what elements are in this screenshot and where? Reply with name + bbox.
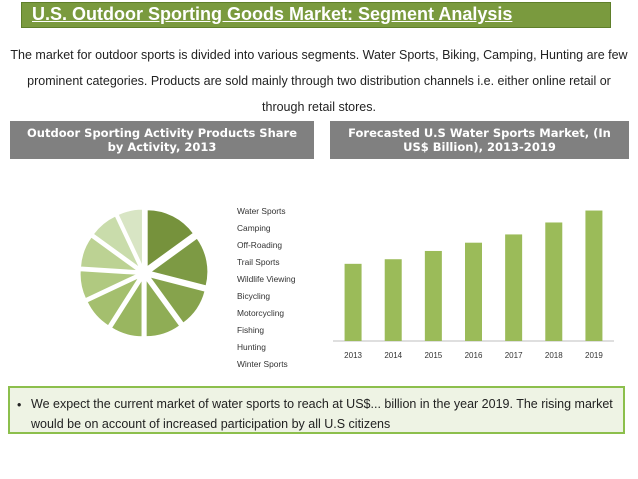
legend-item-hunting: Hunting xyxy=(237,342,266,352)
bar-series xyxy=(344,210,603,341)
pie-panel-heading: Outdoor Sporting Activity Products Share… xyxy=(10,121,314,159)
pie-chart xyxy=(79,208,209,338)
pie-slice-bicycling xyxy=(86,276,141,327)
intro-paragraph: The market for outdoor sports is divided… xyxy=(10,48,628,114)
conclusion-box: • We expect the current market of water … xyxy=(8,386,625,434)
pie-slice-hunting xyxy=(92,215,140,269)
x-tick-2019: 2019 xyxy=(585,351,603,360)
x-tick-2016: 2016 xyxy=(465,351,483,360)
x-tick-2013: 2013 xyxy=(344,351,362,360)
conclusion-text: We expect the current market of water sp… xyxy=(31,397,613,431)
legend-item-bicycling: Bicycling xyxy=(237,291,271,301)
legend-item-trail-sports: Trail Sports xyxy=(237,257,280,267)
pie-panel-heading-text: Outdoor Sporting Activity Products Share… xyxy=(27,126,297,154)
legend-item-wildlife-viewing: Wildlife Viewing xyxy=(237,274,296,284)
pie-slice-motorcycling xyxy=(79,270,138,300)
legend-item-off-roading: Off-Roading xyxy=(237,240,283,250)
bar-2014 xyxy=(384,259,402,341)
x-tick-2017: 2017 xyxy=(505,351,523,360)
legend-item-water-sports: Water Sports xyxy=(237,206,286,216)
bar-2015 xyxy=(424,250,442,341)
bar-2019 xyxy=(585,210,603,341)
x-tick-2018: 2018 xyxy=(545,351,563,360)
pie-slice-wildlife-viewing xyxy=(110,278,143,338)
legend-item-camping: Camping xyxy=(237,223,271,233)
bar-2017 xyxy=(505,234,523,341)
x-tick-2014: 2014 xyxy=(384,351,402,360)
bar-2018 xyxy=(545,222,563,341)
pie-legend: Water Sports Camping Off-Roading Trail Spor… xyxy=(237,206,327,376)
pie-slice-camping xyxy=(149,237,209,287)
bar-panel-heading: Forecasted U.S Water Sports Market, (In … xyxy=(330,121,629,159)
bar-2016 xyxy=(465,242,482,341)
page-title: U.S. Outdoor Sporting Goods Market: Segm… xyxy=(32,4,513,24)
pie-slices xyxy=(79,208,209,338)
pie-slice-water-sports xyxy=(146,209,194,268)
pie-slice-winter-sports xyxy=(117,208,143,267)
bullet-marker: • xyxy=(17,398,22,412)
pie-slice-trail-sports xyxy=(145,278,181,338)
title-bar: U.S. Outdoor Sporting Goods Market: Segm… xyxy=(21,2,611,28)
legend-item-fishing: Fishing xyxy=(237,325,264,335)
pie-slice-off-roading xyxy=(148,276,206,324)
legend-item-motorcycling: Motorcycling xyxy=(237,308,285,318)
bar-chart: 2013 2014 2015 2016 2017 2018 2019 xyxy=(333,210,614,360)
x-tick-2015: 2015 xyxy=(424,351,442,360)
x-tick-labels: 2013 2014 2015 2016 2017 2018 2019 xyxy=(344,351,603,360)
bar-panel-heading-text: Forecasted U.S Water Sports Market, (In … xyxy=(348,126,611,154)
pie-slice-fishing xyxy=(79,236,140,272)
legend-item-winter-sports: Winter Sports xyxy=(237,359,288,369)
bar-2013 xyxy=(344,263,362,341)
